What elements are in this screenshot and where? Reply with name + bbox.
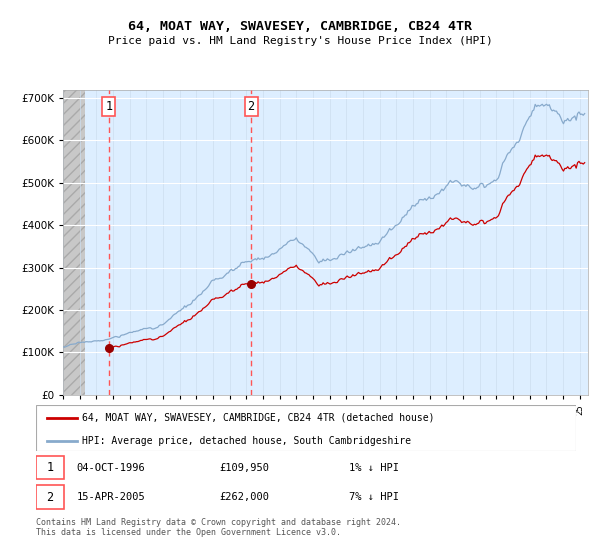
Text: 2: 2	[248, 100, 255, 113]
Text: 7% ↓ HPI: 7% ↓ HPI	[349, 492, 399, 502]
Text: £109,950: £109,950	[220, 463, 269, 473]
Text: HPI: Average price, detached house, South Cambridgeshire: HPI: Average price, detached house, Sout…	[82, 436, 411, 446]
Bar	[36, 486, 64, 509]
Text: £262,000: £262,000	[220, 492, 269, 502]
Text: 15-APR-2005: 15-APR-2005	[77, 492, 145, 502]
Text: 1% ↓ HPI: 1% ↓ HPI	[349, 463, 399, 473]
Text: 1: 1	[105, 100, 112, 113]
Text: 1: 1	[46, 461, 53, 474]
Bar	[36, 456, 64, 479]
Bar	[63, 90, 85, 395]
Text: Price paid vs. HM Land Registry's House Price Index (HPI): Price paid vs. HM Land Registry's House …	[107, 36, 493, 46]
Text: 64, MOAT WAY, SWAVESEY, CAMBRIDGE, CB24 4TR (detached house): 64, MOAT WAY, SWAVESEY, CAMBRIDGE, CB24 …	[82, 413, 434, 423]
Text: 64, MOAT WAY, SWAVESEY, CAMBRIDGE, CB24 4TR: 64, MOAT WAY, SWAVESEY, CAMBRIDGE, CB24 …	[128, 20, 472, 32]
Text: 04-OCT-1996: 04-OCT-1996	[77, 463, 145, 473]
Text: 2: 2	[46, 491, 53, 503]
Text: Contains HM Land Registry data © Crown copyright and database right 2024.
This d: Contains HM Land Registry data © Crown c…	[36, 518, 401, 538]
